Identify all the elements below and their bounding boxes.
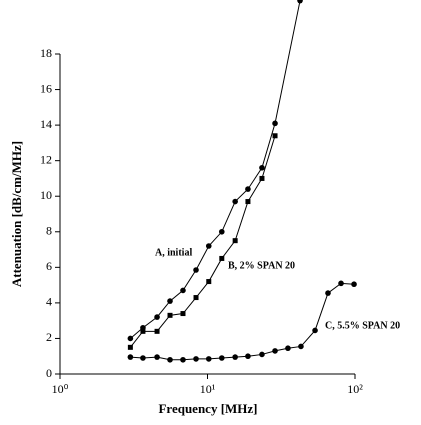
marker	[325, 290, 331, 296]
marker	[285, 345, 291, 352]
marker	[259, 164, 265, 171]
marker	[167, 312, 173, 318]
marker	[259, 351, 265, 358]
y-tick-label: 8	[46, 224, 52, 238]
marker	[232, 238, 238, 244]
x-axis-label: Frequency [MHz]	[158, 401, 257, 416]
marker	[154, 314, 160, 320]
marker	[180, 311, 186, 317]
marker	[205, 243, 212, 249]
marker	[259, 175, 265, 181]
y-tick-label: 16	[40, 81, 52, 95]
marker	[245, 353, 251, 360]
y-axis-label: Attenuation [dB/cm/MHz]	[9, 141, 24, 287]
y-tick-label: 0	[46, 366, 52, 380]
marker	[127, 354, 134, 360]
marker	[232, 354, 238, 360]
series-label: B, 2% SPAN 20	[228, 260, 295, 271]
series-line	[130, 282, 355, 361]
marker	[338, 280, 344, 287]
marker	[218, 228, 225, 235]
y-tick-label: 10	[40, 188, 52, 202]
marker	[180, 356, 186, 363]
series-line	[130, 0, 301, 339]
marker	[272, 348, 278, 354]
marker	[154, 328, 160, 334]
plot-area	[127, 0, 357, 363]
x-tick-label: 10⁰	[52, 382, 69, 396]
marker	[193, 267, 199, 273]
marker	[272, 133, 278, 139]
marker	[232, 198, 238, 205]
marker	[127, 335, 134, 342]
marker	[218, 355, 225, 361]
marker	[180, 287, 186, 294]
marker	[193, 295, 199, 301]
marker	[351, 281, 357, 288]
marker	[167, 356, 173, 363]
marker	[219, 255, 225, 261]
marker	[297, 0, 303, 4]
series-label: A, initial	[155, 247, 192, 258]
series-line	[129, 135, 276, 348]
marker	[205, 356, 212, 362]
marker	[140, 355, 146, 361]
marker	[140, 328, 146, 334]
series-label: C, 5.5% SPAN 20	[325, 320, 400, 331]
y-tick-label: 2	[46, 330, 52, 344]
marker	[193, 356, 199, 362]
marker	[167, 298, 173, 304]
x-tick-label: 10¹	[200, 382, 216, 396]
marker	[127, 344, 133, 350]
marker	[154, 354, 160, 360]
marker	[312, 327, 318, 334]
marker	[245, 186, 251, 192]
marker	[298, 343, 304, 350]
y-tick-label: 12	[40, 152, 52, 166]
x-tick-label: 10²	[347, 382, 363, 396]
y-tick-label: 14	[40, 117, 52, 131]
y-tick-label: 6	[46, 259, 52, 273]
marker	[206, 279, 212, 285]
y-tick-label: 18	[40, 46, 52, 60]
marker	[272, 120, 278, 127]
y-tick-label: 4	[46, 295, 52, 309]
marker	[245, 199, 251, 205]
